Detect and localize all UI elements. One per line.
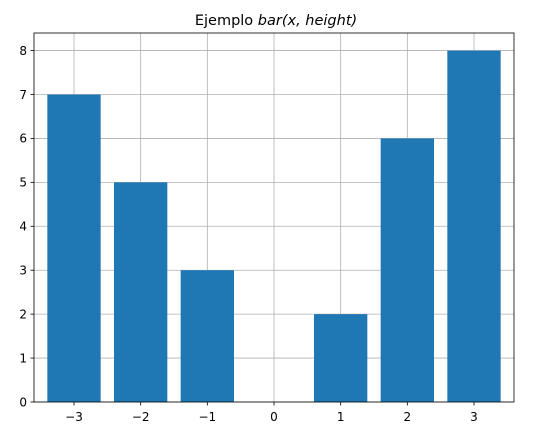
x-tick-label-0: −3: [65, 410, 83, 424]
x-tick-label-5: 2: [404, 410, 412, 424]
y-tick-label-2: 2: [19, 307, 27, 321]
x-tick-label-4: 1: [337, 410, 345, 424]
y-tick-label-1: 1: [19, 351, 27, 365]
ticks: [30, 50, 475, 406]
y-tick-label-5: 5: [19, 176, 27, 190]
bar-6: [447, 50, 501, 402]
bar-0: [47, 94, 101, 402]
bars: [47, 50, 501, 402]
y-tick-label-7: 7: [19, 88, 27, 102]
bar-5: [380, 138, 434, 402]
y-tick-label-0: 0: [19, 395, 27, 409]
bar-2: [180, 270, 234, 402]
x-tick-labels: −3 −2 −1 0 1 2 3: [65, 410, 478, 424]
x-tick-label-2: −1: [198, 410, 216, 424]
y-tick-label-3: 3: [19, 264, 27, 278]
y-tick-labels: 0 1 2 3 4 5 6 7 8: [19, 44, 27, 409]
chart-title-math: bar(x, height): [258, 13, 357, 29]
x-tick-label-3: 0: [270, 410, 278, 424]
bar-4: [314, 314, 368, 402]
chart-title: Ejemplo bar(x, height): [195, 13, 357, 29]
x-tick-label-6: 3: [470, 410, 478, 424]
y-tick-label-8: 8: [19, 44, 27, 58]
grid: [34, 33, 514, 403]
bar-1: [114, 182, 168, 402]
x-tick-label-1: −2: [132, 410, 150, 424]
chart-title-text: Ejemplo: [195, 13, 258, 29]
y-tick-label-6: 6: [19, 132, 27, 146]
y-tick-label-4: 4: [19, 220, 27, 234]
